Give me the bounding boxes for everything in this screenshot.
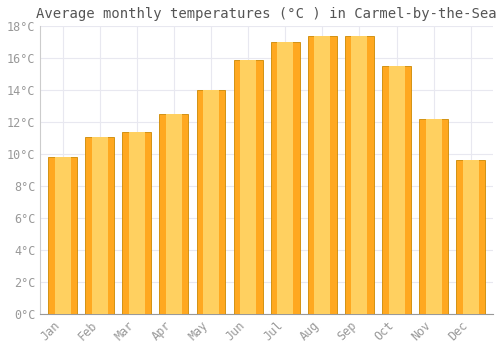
- Bar: [160, 114, 188, 314]
- Bar: [314, 36, 330, 314]
- Bar: [48, 157, 77, 314]
- Bar: [388, 66, 404, 314]
- Bar: [308, 36, 337, 314]
- Bar: [54, 157, 70, 314]
- Bar: [234, 60, 262, 314]
- Bar: [278, 42, 293, 314]
- Bar: [129, 132, 145, 314]
- Bar: [456, 161, 486, 314]
- Bar: [122, 132, 152, 314]
- Bar: [271, 42, 300, 314]
- Bar: [92, 136, 108, 314]
- Bar: [203, 90, 219, 314]
- Bar: [463, 161, 478, 314]
- Bar: [419, 119, 448, 314]
- Bar: [345, 36, 374, 314]
- Bar: [166, 114, 182, 314]
- Bar: [382, 66, 411, 314]
- Bar: [426, 119, 442, 314]
- Bar: [240, 60, 256, 314]
- Title: Average monthly temperatures (°C ) in Carmel-by-the-Sea: Average monthly temperatures (°C ) in Ca…: [36, 7, 497, 21]
- Bar: [85, 136, 114, 314]
- Bar: [352, 36, 368, 314]
- Bar: [196, 90, 226, 314]
